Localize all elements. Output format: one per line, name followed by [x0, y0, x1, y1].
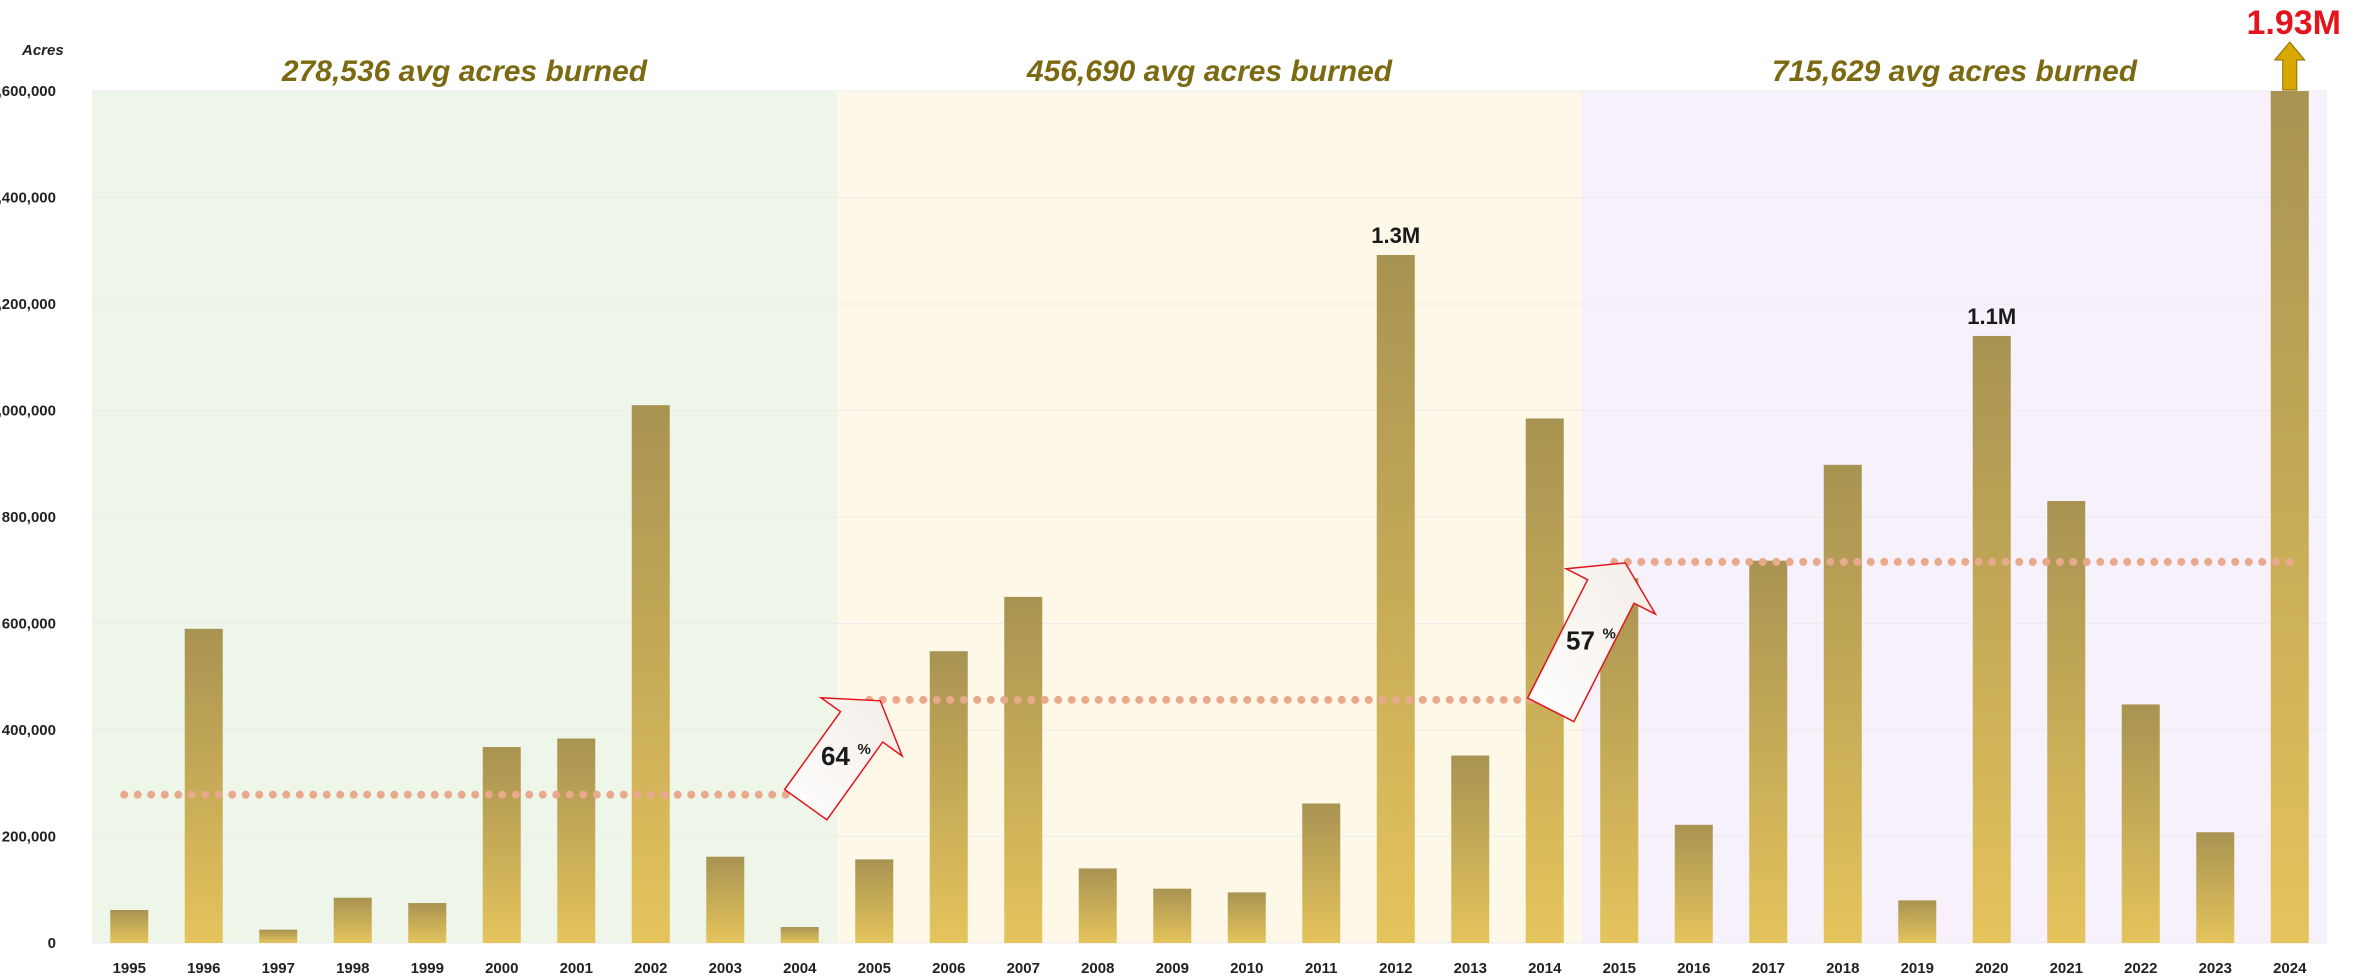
- x-axis: 1995 1996 1997 1998 1999 2000 2001 2002 2003 2004…: [113, 960, 2308, 977]
- average-lines: [120, 557, 2299, 799]
- bar: [2047, 501, 2086, 943]
- x-tick-label: 2023: [2199, 960, 2232, 977]
- bar: [1004, 596, 1043, 943]
- bar: [482, 747, 521, 943]
- x-tick-label: 1996: [187, 960, 220, 977]
- y-tick-label: 1,000,000: [0, 403, 56, 420]
- bar: [1376, 255, 1415, 943]
- x-tick-label: 2014: [1528, 960, 1562, 977]
- x-tick-label: 2017: [1752, 960, 1785, 977]
- bar: [1153, 888, 1192, 943]
- gridlines: [92, 90, 2327, 944]
- y-axis: 0 200,000 400,000 600,000 800,000 1,000,000 1,…: [0, 42, 64, 952]
- x-tick-label: 2013: [1454, 960, 1487, 977]
- x-tick-label: 2022: [2124, 960, 2157, 977]
- x-tick-label: 1995: [113, 960, 146, 977]
- increase-unit: %: [1603, 625, 1616, 642]
- bar: [184, 628, 223, 943]
- bar: [1302, 803, 1341, 943]
- bar: [557, 738, 596, 943]
- x-tick-label: 2011: [1305, 960, 1338, 977]
- bar: [1451, 755, 1490, 943]
- x-tick-label: 2020: [1975, 960, 2008, 977]
- x-tick-label: 2021: [2050, 960, 2083, 977]
- increase-arrow-icon: 57%: [1526, 562, 1658, 723]
- up-arrow-icon: [2273, 41, 2306, 91]
- x-tick-label: 2004: [783, 960, 817, 977]
- y-tick-label: 200,000: [2, 829, 56, 846]
- x-tick-label: 2010: [1230, 960, 1263, 977]
- x-tick-label: 2003: [709, 960, 742, 977]
- bar: [706, 856, 745, 943]
- bar: [1898, 900, 1937, 943]
- data-label: 1.3M: [1371, 223, 1420, 248]
- y-tick-label: 1,200,000: [0, 296, 56, 313]
- bar: [631, 405, 670, 943]
- x-tick-label: 2024: [2273, 960, 2307, 977]
- bars: [110, 91, 2309, 943]
- x-tick-label: 2015: [1603, 960, 1636, 977]
- period-average-label: 715,629 avg acres burned: [1772, 55, 2138, 88]
- y-axis-title: Acres: [21, 42, 64, 59]
- y-tick-label: 800,000: [2, 509, 56, 526]
- y-tick-label: 0: [48, 935, 56, 952]
- increase-arrow-icon: 64%: [783, 696, 904, 821]
- increase-unit: %: [858, 741, 871, 758]
- period-average-label: 278,536 avg acres burned: [281, 55, 648, 88]
- bar: [110, 909, 149, 943]
- bar: [1078, 868, 1117, 943]
- bar: [333, 897, 372, 943]
- increase-value: 57: [1566, 625, 1595, 655]
- x-tick-label: 1998: [336, 960, 369, 977]
- bar: [1749, 560, 1788, 943]
- x-tick-label: 2000: [485, 960, 518, 977]
- increase-value: 64: [821, 741, 850, 771]
- bar: [1972, 335, 2011, 943]
- x-tick-label: 2016: [1677, 960, 1710, 977]
- x-tick-label: 2009: [1156, 960, 1189, 977]
- y-tick-label: 1,600,000: [0, 83, 56, 100]
- x-tick-label: 2018: [1826, 960, 1859, 977]
- x-tick-label: 2019: [1901, 960, 1934, 977]
- y-tick-label: 1,400,000: [0, 190, 56, 207]
- bar: [1823, 464, 1862, 943]
- bar: [1674, 824, 1713, 943]
- clipped-value-label: 1.93M: [2247, 4, 2342, 42]
- y-tick-label: 400,000: [2, 722, 56, 739]
- annotations: 278,536 avg acres burned 456,690 avg acre…: [281, 4, 2342, 821]
- bar: [780, 927, 819, 943]
- bar: [855, 859, 894, 943]
- bar: [929, 651, 968, 943]
- y-tick-label: 600,000: [2, 616, 56, 633]
- period-average-label: 456,690 avg acres burned: [1026, 55, 1393, 88]
- x-tick-label: 1999: [411, 960, 444, 977]
- bar: [408, 903, 447, 943]
- data-label: 1.1M: [1967, 304, 2016, 329]
- x-tick-label: 2006: [932, 960, 965, 977]
- bar: [2270, 91, 2309, 943]
- x-tick-label: 2002: [634, 960, 667, 977]
- bar: [2121, 704, 2160, 943]
- arrow-shape: [783, 696, 904, 821]
- x-tick-label: 2001: [560, 960, 593, 977]
- arrow-shape: [1526, 562, 1658, 723]
- bar: [2196, 832, 2235, 943]
- x-tick-label: 1997: [262, 960, 295, 977]
- x-tick-label: 2005: [858, 960, 891, 977]
- x-tick-label: 2008: [1081, 960, 1114, 977]
- bar: [259, 929, 298, 943]
- x-tick-label: 2007: [1007, 960, 1040, 977]
- x-tick-label: 2012: [1379, 960, 1412, 977]
- bar: [1227, 892, 1266, 943]
